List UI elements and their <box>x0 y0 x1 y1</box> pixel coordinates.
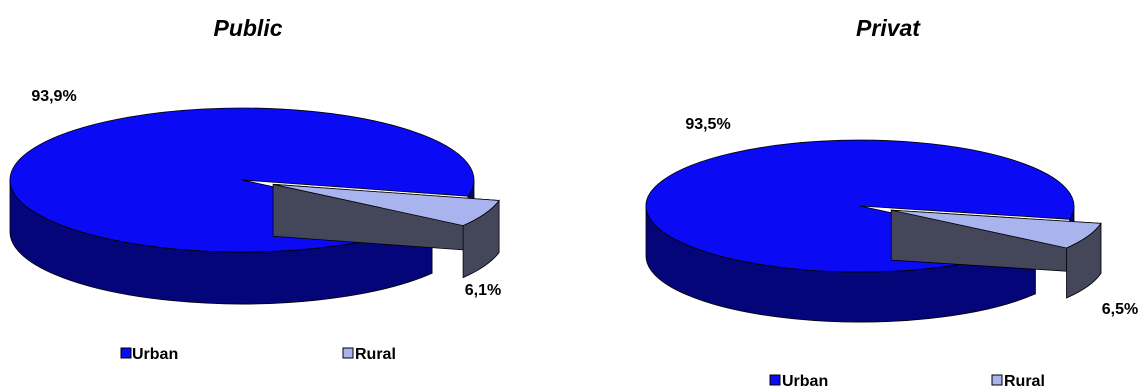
legend-swatch-rural-privat <box>991 374 1003 386</box>
chart-title-privat: Privat <box>856 15 921 41</box>
slice-top-rural-privat <box>891 209 1102 249</box>
legend-label-urban-privat: Urban <box>782 373 828 390</box>
legend-label-rural-public: Rural <box>355 346 396 363</box>
legend-label-rural-privat: Rural <box>1004 373 1045 390</box>
pie-chart-privat: Privat 93,5% 6,5% Urban Rural <box>645 15 1138 390</box>
legend-public: Urban Rural <box>120 346 396 363</box>
legend-swatch-urban-privat <box>769 374 781 386</box>
data-label-urban-privat: 93,5% <box>685 116 730 133</box>
chart-title-public: Public <box>213 15 282 41</box>
data-label-rural-public: 6,1% <box>465 282 501 299</box>
pie-slice-rural-privat <box>890 209 1102 299</box>
pie-plot-public <box>9 107 500 305</box>
legend-swatch-rural-public <box>342 347 354 359</box>
slice-top-rural-public <box>273 183 500 227</box>
data-label-rural-privat: 6,5% <box>1102 301 1138 318</box>
legend-privat: Urban Rural <box>769 373 1045 390</box>
legend-swatch-urban-public <box>120 347 132 359</box>
pie-plot-privat <box>645 139 1102 323</box>
pie-slice-rural-public <box>272 183 500 279</box>
legend-label-urban-public: Urban <box>132 346 178 363</box>
pie-chart-public: Public 93,9% 6,1% Urban Rural <box>9 15 501 363</box>
data-label-urban-public: 93,9% <box>31 88 76 105</box>
